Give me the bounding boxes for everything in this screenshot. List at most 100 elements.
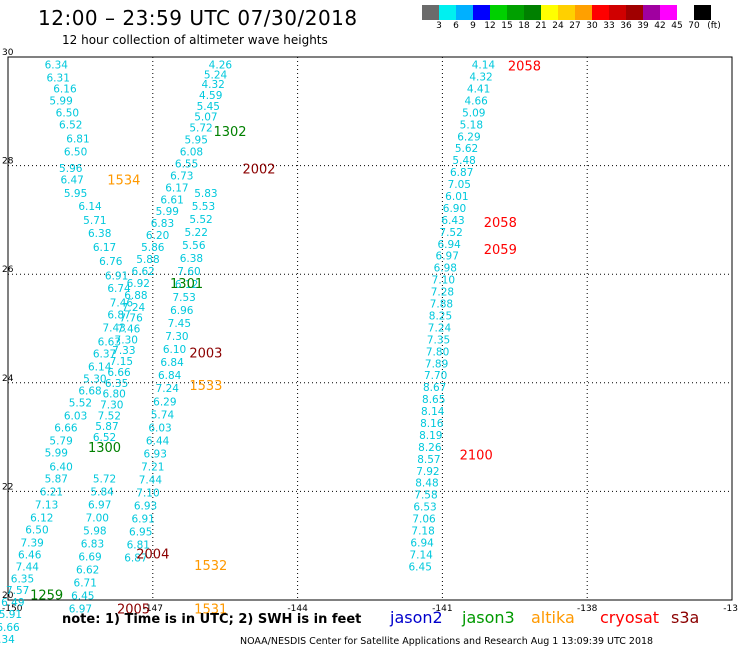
swh-value: 6.94	[437, 239, 461, 251]
color-bar-swatch	[660, 5, 677, 20]
swh-value: 6.03	[148, 422, 171, 434]
swh-value: 5.22	[185, 227, 208, 239]
swh-value: 6.16	[53, 83, 77, 95]
swh-value: 4.66	[464, 95, 488, 107]
swh-value: 6.63	[98, 337, 121, 349]
pass-time-label: 1531	[194, 603, 227, 618]
plot-frame	[7, 56, 733, 601]
swh-value: 7.13	[35, 499, 58, 511]
swh-value: 6.91	[105, 270, 128, 282]
swh-value: 7.24	[156, 383, 180, 395]
swh-value: 6.35	[105, 378, 128, 390]
color-bar-swatch	[439, 5, 456, 20]
satellite-label-cryosat: cryosat	[600, 608, 660, 627]
swh-value: 5.99	[49, 95, 72, 107]
pass-time-label: 2003	[189, 346, 222, 361]
swh-value: 5.45	[197, 101, 220, 113]
color-bar-label: 9	[470, 21, 476, 31]
swh-value: 5.52	[69, 397, 92, 409]
swh-value: 7.76	[119, 313, 143, 325]
color-bar-swatch	[422, 5, 439, 20]
pass-time-label: 1259	[30, 589, 63, 604]
swh-value: 5.24	[204, 69, 228, 81]
swh-value: 5.98	[83, 525, 106, 537]
swh-value: 6.87	[107, 309, 130, 321]
color-bar-label: 21	[535, 21, 547, 31]
swh-value: 7.28	[431, 287, 454, 299]
swh-value: 8.25	[429, 310, 452, 322]
color-bar-swatch	[473, 5, 490, 20]
x-tick-label: -13	[723, 604, 738, 614]
color-bar-swatch	[507, 5, 524, 20]
swh-value: 6.50	[56, 107, 79, 119]
swh-value: 6.69	[78, 552, 101, 564]
pass-time-label: 2100	[460, 448, 493, 463]
pass-time-label: 1301	[170, 277, 203, 292]
color-bar-swatch	[609, 5, 626, 20]
swh-value: 5.72	[93, 473, 116, 485]
swh-value: 7.44	[16, 561, 40, 573]
color-bar-swatch	[524, 5, 541, 20]
swh-value: 6.66	[107, 367, 131, 379]
y-tick-label: 20	[2, 591, 14, 601]
swh-value: 7.30	[115, 334, 138, 346]
swh-value: 6.38	[180, 253, 203, 265]
color-bar-label: 6	[453, 21, 459, 31]
swh-value: 6.29	[153, 396, 176, 408]
swh-value: 6.12	[30, 512, 53, 524]
satellite-label-jason2: jason2	[390, 608, 443, 627]
swh-value: 7.52	[98, 410, 121, 422]
swh-value: 5.91	[0, 609, 22, 621]
pass-time-label: 1534	[107, 174, 140, 189]
swh-value: 7.92	[416, 466, 439, 478]
swh-value: 6.98	[434, 263, 457, 275]
swh-value: 5.87	[95, 421, 118, 433]
swh-value: 6.92	[127, 278, 150, 290]
swh-value: 7.88	[430, 299, 453, 311]
swh-value: 6.84	[158, 370, 182, 382]
page-subtitle: 12 hour collection of altimeter wave hei…	[62, 33, 328, 47]
swh-value: 7.10	[136, 487, 159, 499]
swh-value: 8.67	[423, 382, 446, 394]
swh-value: 6.61	[160, 194, 183, 206]
swh-value: 6.52	[93, 432, 116, 444]
swh-value: 5.96	[59, 163, 83, 175]
color-bar-swatch	[694, 5, 711, 20]
swh-value: 6.90	[443, 203, 466, 215]
swh-value: 6.97	[88, 499, 111, 511]
satellite-label-s3a: s3a	[671, 608, 700, 627]
swh-value: 5.95	[64, 188, 87, 200]
swh-value: 6.12	[175, 279, 198, 291]
color-bar-label: 45	[671, 21, 683, 31]
swh-value: 6.47	[60, 175, 83, 187]
satellite-label-altika: altika	[531, 608, 575, 627]
swh-value: 6.94	[410, 537, 434, 549]
swh-value: 5.87	[45, 473, 68, 485]
swh-value: 6.17	[165, 182, 188, 194]
swh-value: 5.79	[49, 435, 72, 447]
swh-value: 7.10	[432, 275, 455, 287]
footer-note: note: 1) Time is in UTC; 2) SWH is in fe…	[62, 612, 362, 627]
swh-value: 7.53	[172, 292, 195, 304]
color-bar-swatch	[456, 5, 473, 20]
swh-value: 6.10	[163, 344, 186, 356]
swh-value: 6.50	[25, 524, 48, 536]
swh-value: 6.14	[88, 362, 112, 374]
swh-value: 8.16	[420, 418, 444, 430]
swh-value: 6.88	[124, 290, 147, 302]
color-bar-swatch	[541, 5, 558, 20]
swh-value: 6.83	[151, 218, 174, 230]
swh-value: 7.43	[102, 322, 125, 334]
swh-value: 7.46	[117, 324, 141, 336]
swh-value: 7.18	[411, 525, 434, 537]
swh-value: 6.38	[88, 228, 111, 240]
swh-value: 6.91	[131, 514, 154, 526]
swh-value: 7.89	[425, 358, 448, 370]
swh-value: 7.06	[412, 514, 436, 526]
swh-value: 7.58	[414, 490, 437, 502]
swh-value: 6.55	[175, 158, 198, 170]
swh-value: 6.49	[1, 597, 24, 609]
swh-value: 7.80	[426, 346, 449, 358]
swh-value: 6.46	[18, 549, 42, 561]
